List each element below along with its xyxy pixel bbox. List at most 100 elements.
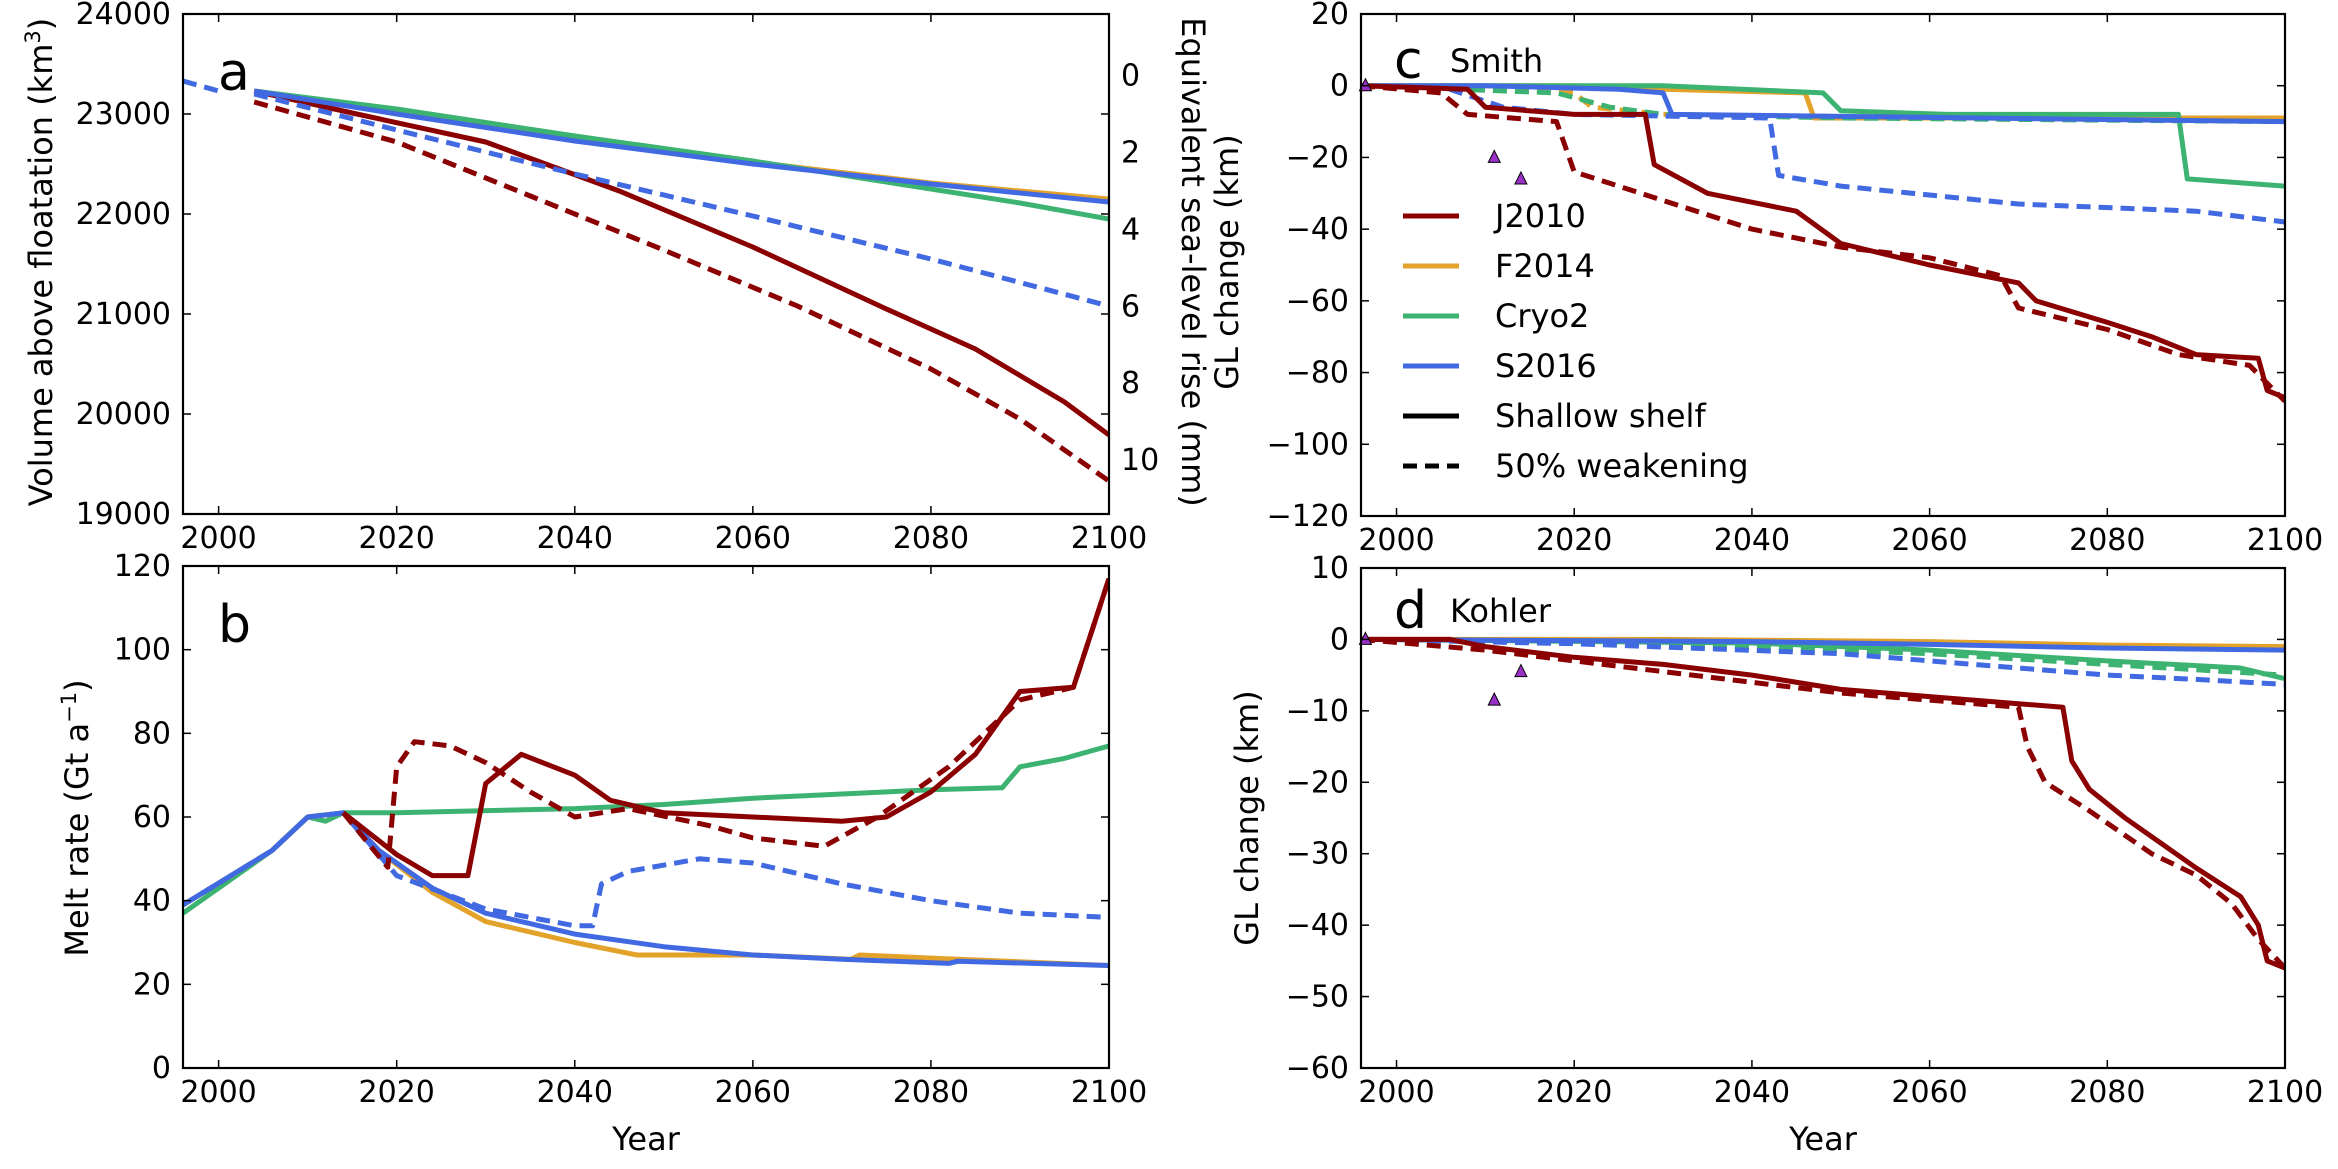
panel-d-kohler: GL change (km) Year d Kohler 2000 2020 204… bbox=[1228, 551, 2323, 1158]
y-tick-label: 120 bbox=[114, 549, 171, 584]
x-tick-label: 2080 bbox=[2069, 1075, 2145, 1110]
series-j2010-solid-line bbox=[1361, 636, 2285, 971]
panel-b-label: b bbox=[218, 595, 251, 655]
series-cryo2-solid-line bbox=[253, 88, 1109, 222]
panel-c-ylabel: GL change (km) bbox=[1208, 134, 1246, 389]
x-tick-label: 2080 bbox=[893, 1075, 969, 1110]
y2-tick-label: 0 bbox=[1121, 59, 1140, 94]
panel-a-y2label: Equivalent sea-level rise (mm) bbox=[1174, 17, 1212, 507]
x-tick-label: 2000 bbox=[180, 521, 256, 556]
y-tick-label: −60 bbox=[1286, 284, 1349, 319]
y2-tick-label: 8 bbox=[1121, 366, 1140, 401]
series-j2010-dashed-line bbox=[1361, 83, 2285, 404]
series-s2016-solid-line bbox=[183, 810, 1109, 968]
y-tick-label: −120 bbox=[1267, 499, 1349, 534]
y-tick-label: 19000 bbox=[76, 497, 171, 532]
panel-d-series-layer bbox=[1358, 631, 2285, 971]
panel-b-xlabel: Year bbox=[611, 1120, 681, 1158]
y2-tick-label: 10 bbox=[1121, 443, 1159, 478]
x-tick-label: 2100 bbox=[1071, 1075, 1147, 1110]
y-tick-label: 100 bbox=[114, 633, 171, 668]
y-tick-label: 10 bbox=[1311, 551, 1349, 586]
series-j2010-dashed-line bbox=[253, 99, 1109, 484]
series-s2016-dashed-line bbox=[183, 810, 1109, 929]
y-tick-label: −10 bbox=[1286, 694, 1349, 729]
y-tick-label: −40 bbox=[1286, 908, 1349, 943]
panel-b-series-layer bbox=[183, 577, 1109, 968]
y-tick-label: −30 bbox=[1286, 837, 1349, 872]
panel-d-frame bbox=[1359, 566, 2287, 1070]
panel-c-label: c bbox=[1394, 31, 1423, 91]
x-tick-label: 2040 bbox=[1714, 523, 1790, 558]
y-tick-label: 0 bbox=[1330, 69, 1349, 104]
x-tick-label: 2100 bbox=[2247, 523, 2323, 558]
y-tick-label: 0 bbox=[1330, 622, 1349, 657]
observation-marker bbox=[1514, 170, 1528, 185]
x-tick-label: 2060 bbox=[715, 521, 791, 556]
panel-b-ylabel: Melt rate (Gt a−1) bbox=[57, 679, 96, 956]
panel-a-frame bbox=[181, 12, 1111, 516]
panel-c-title: Smith bbox=[1450, 42, 1543, 80]
panel-c-smith: GL change (km) c Smith 2000 2020 2040 2060 2… bbox=[1208, 0, 2323, 558]
y-tick-label: −50 bbox=[1286, 980, 1349, 1015]
x-tick-label: 2040 bbox=[1714, 1075, 1790, 1110]
panel-c-legend: J2010 F2014 Cryo2 S2016 Shallow shelf 50% wea… bbox=[1403, 197, 1749, 485]
observation-marker bbox=[1487, 149, 1502, 163]
observation-marker bbox=[1514, 663, 1528, 678]
series-j2010-dashed-line bbox=[341, 577, 1109, 870]
x-tick-label: 2080 bbox=[2069, 523, 2145, 558]
observation-marker bbox=[1487, 692, 1502, 706]
series-s2016-solid-line bbox=[1361, 636, 2285, 653]
series-s2016-solid-line bbox=[253, 88, 1109, 205]
panel-c-ticks: 2000 2020 2040 2060 2080 2100 −120 −100 −80 −60 −4… bbox=[1267, 0, 2324, 558]
panel-c-series-layer bbox=[1358, 77, 2285, 404]
y-tick-label: −80 bbox=[1286, 356, 1349, 391]
y-tick-label: −60 bbox=[1286, 1051, 1349, 1086]
x-tick-label: 2040 bbox=[537, 1075, 613, 1110]
legend-label: S2016 bbox=[1495, 347, 1597, 385]
x-tick-label: 2060 bbox=[1891, 1075, 1967, 1110]
legend-label: F2014 bbox=[1495, 247, 1595, 285]
legend-label: J2010 bbox=[1493, 197, 1586, 235]
series-cryo2-solid-line bbox=[1361, 83, 2285, 189]
y-tick-label: 21000 bbox=[76, 297, 171, 332]
series-s2016-solid-line bbox=[1361, 83, 2285, 125]
y-tick-label: 40 bbox=[133, 884, 171, 919]
y2-tick-label: 4 bbox=[1121, 212, 1140, 247]
observation-marker bbox=[1358, 631, 1373, 645]
series-s2016-dashed-line bbox=[1361, 636, 2285, 687]
y-tick-label: 20 bbox=[1311, 0, 1349, 32]
y-tick-label: 0 bbox=[152, 1051, 171, 1086]
x-tick-label: 2000 bbox=[1358, 1075, 1434, 1110]
panel-b-melt-rate: Melt rate (Gt a−1) Year b 2000 2020 2040 20… bbox=[57, 549, 1147, 1158]
series-s2016-dashed-line bbox=[253, 91, 1109, 309]
panel-a-ylabel: Volume above floatation (km3) bbox=[21, 18, 60, 507]
panel-a-volume: Volume above floatation (km3) Equivalent… bbox=[21, 0, 1212, 556]
y-tick-label: 20 bbox=[133, 967, 171, 1002]
x-tick-label: 2000 bbox=[1358, 523, 1434, 558]
legend-label: 50% weakening bbox=[1495, 447, 1749, 485]
x-tick-label: 2100 bbox=[2247, 1075, 2323, 1110]
series-j2010-solid-line bbox=[253, 88, 1109, 438]
panel-d-label: d bbox=[1394, 581, 1427, 641]
x-tick-label: 2060 bbox=[1891, 523, 1967, 558]
x-tick-label: 2020 bbox=[359, 1075, 435, 1110]
x-tick-label: 2020 bbox=[1536, 1075, 1612, 1110]
panel-d-title: Kohler bbox=[1450, 592, 1552, 630]
y-tick-label: −20 bbox=[1286, 140, 1349, 175]
y-tick-label: 80 bbox=[133, 716, 171, 751]
series-cryo2-solid-line bbox=[183, 743, 1109, 916]
y-tick-label: 24000 bbox=[76, 0, 171, 32]
y-tick-label: 23000 bbox=[76, 97, 171, 132]
y-tick-label: −40 bbox=[1286, 212, 1349, 247]
y2-tick-label: 2 bbox=[1121, 135, 1140, 170]
y-tick-label: −20 bbox=[1286, 765, 1349, 800]
panel-b-frame bbox=[181, 564, 1111, 1070]
x-tick-label: 2020 bbox=[1536, 523, 1612, 558]
observation-marker bbox=[1358, 77, 1373, 92]
series-j2010-dashed-line bbox=[1361, 636, 2285, 970]
panel-d-xlabel: Year bbox=[1788, 1120, 1858, 1158]
panel-c-frame bbox=[1359, 12, 2287, 518]
